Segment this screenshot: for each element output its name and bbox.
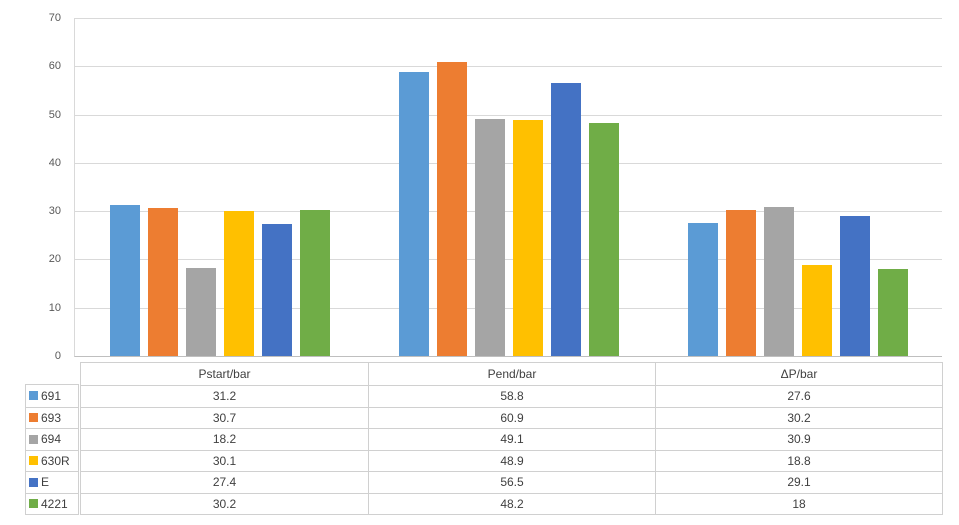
legend-label: 630R — [41, 453, 70, 468]
legend-label: 694 — [41, 432, 62, 447]
y-axis-label-20: 20 — [48, 253, 61, 266]
value-cell-630R-0: 30.1 — [81, 449, 368, 472]
value-cell-691-2: 27.6 — [655, 385, 942, 407]
y-axis-label-60: 60 — [48, 60, 61, 73]
legend-swatch-icon — [29, 391, 38, 401]
value-cell-630R-1: 48.9 — [368, 449, 655, 471]
value-cell-694-0: 18.2 — [81, 428, 368, 450]
value-cell-4221-1: 48.2 — [368, 492, 655, 514]
legend-swatch-icon — [29, 413, 38, 423]
bar-630R-0[interactable] — [223, 210, 254, 356]
legend-label: E — [41, 475, 50, 490]
value-cell-691-1: 58.8 — [368, 385, 655, 407]
data-table: Pstart/bar Pend/bar ΔP/bar 31.2 58.8 27.6 30.7… — [80, 362, 943, 515]
value-cell-694-1: 49.1 — [368, 428, 655, 450]
y-axis-label-70: 70 — [48, 12, 61, 24]
y-axis-label-40: 40 — [48, 156, 61, 169]
bar-694-2[interactable] — [763, 206, 794, 356]
bar-4221-2[interactable] — [877, 269, 908, 356]
legend-column: 691 693 694 630R E 4221 — [25, 384, 79, 515]
gridline-50 — [75, 114, 942, 116]
bar-693-1[interactable] — [436, 61, 467, 356]
y-axis-label-50: 50 — [48, 108, 61, 121]
gridline-20 — [75, 259, 942, 261]
legend-item-630R[interactable]: 630R — [26, 449, 78, 472]
category-header-0: Pstart/bar — [198, 367, 251, 381]
value-cell-630R-2: 18.8 — [655, 449, 942, 471]
bar-group-0 — [75, 18, 364, 356]
bar-694-1[interactable] — [474, 118, 505, 356]
bar-630R-2[interactable] — [801, 265, 832, 356]
value-cell-4221-2: 18 — [655, 492, 942, 514]
value-cell-E-2: 29.1 — [655, 471, 942, 493]
bar-691-2[interactable] — [687, 222, 718, 356]
legend-label: 691 — [41, 388, 62, 403]
gridline-10 — [75, 307, 942, 309]
bar-691-1[interactable] — [398, 72, 429, 356]
legend-label: 693 — [41, 410, 62, 425]
gridline-30 — [75, 211, 942, 213]
legend-item-E[interactable]: E — [26, 471, 78, 493]
y-axis-label-10: 10 — [48, 301, 61, 314]
legend-item-693[interactable]: 693 — [26, 406, 78, 429]
bar-691-0[interactable] — [109, 205, 140, 356]
legend-swatch-icon — [29, 434, 38, 444]
value-cell-E-0: 27.4 — [81, 471, 368, 493]
category-header-2: ΔP/bar — [655, 363, 942, 385]
bar-630R-1[interactable] — [512, 119, 543, 356]
legend-label: 4221 — [41, 496, 68, 511]
y-axis-label-30: 30 — [48, 205, 61, 218]
bar-4221-1[interactable] — [588, 123, 619, 356]
bar-E-0[interactable] — [261, 223, 292, 356]
value-cell-691-0: 31.2 — [81, 385, 368, 407]
value-cell-693-2: 30.2 — [655, 406, 942, 428]
value-cell-4221-0: 30.2 — [81, 492, 368, 515]
category-header-1: Pend/bar — [368, 363, 655, 385]
legend-swatch-icon — [29, 477, 38, 487]
value-cell-E-1: 56.5 — [368, 471, 655, 493]
bar-693-2[interactable] — [725, 210, 756, 356]
plot-area: 0 10 20 30 40 50 60 70 — [49, 12, 942, 362]
value-cell-693-1: 60.9 — [368, 406, 655, 428]
bar-group-2 — [653, 18, 942, 356]
bar-E-2[interactable] — [839, 215, 870, 356]
legend-item-694[interactable]: 694 — [26, 428, 78, 450]
bar-4221-0[interactable] — [299, 210, 330, 356]
gridline-70 — [75, 18, 942, 19]
bar-E-1[interactable] — [550, 83, 581, 356]
legend-item-691[interactable]: 691 — [26, 385, 78, 407]
legend-item-4221[interactable]: 4221 — [26, 492, 78, 515]
gridline-40 — [75, 162, 942, 164]
value-cell-693-0: 30.7 — [81, 406, 368, 429]
value-cell-694-2: 30.9 — [655, 428, 942, 450]
legend-swatch-icon — [29, 456, 38, 466]
y-axis-label-0: 0 — [54, 350, 61, 362]
bar-694-0[interactable] — [185, 268, 216, 356]
gridline-60 — [75, 66, 942, 68]
bar-groups-layer — [75, 18, 942, 356]
bar-693-0[interactable] — [147, 207, 178, 356]
bar-group-1 — [364, 18, 653, 356]
legend-swatch-icon — [29, 499, 38, 509]
